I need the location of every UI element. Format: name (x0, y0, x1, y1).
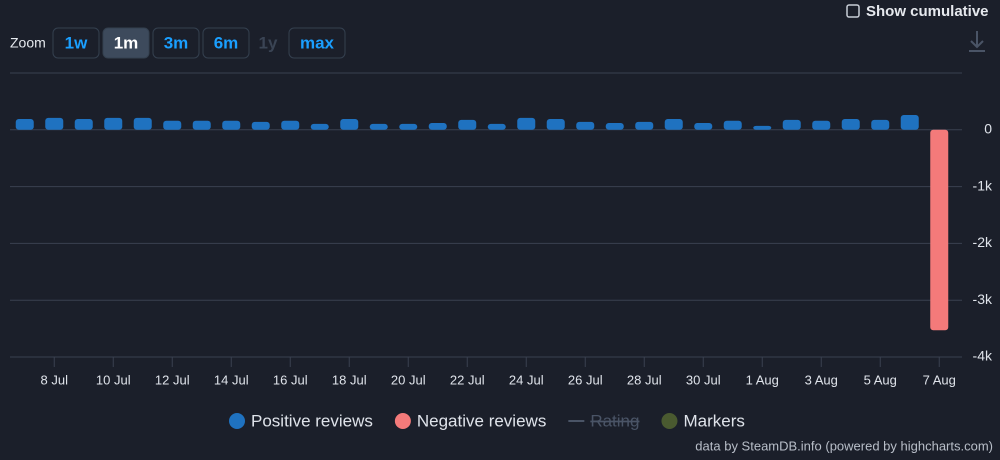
x-tick-label: 3 Aug (805, 372, 838, 387)
bar (369, 123, 388, 130)
x-tick-label: 22 Jul (450, 372, 485, 387)
bar (576, 121, 595, 130)
bar (428, 122, 447, 130)
bar (487, 123, 506, 130)
bar (841, 119, 860, 130)
x-tick-label: 26 Jul (568, 372, 603, 387)
y-tick-label: -4k (973, 348, 993, 364)
bar (812, 120, 831, 130)
cumulative-label[interactable]: Show cumulative (866, 3, 989, 20)
x-tick-label: 1 Aug (746, 372, 779, 387)
bar (45, 117, 64, 130)
zoom-button-label[interactable]: 1w (65, 33, 88, 52)
legend-symbol (661, 413, 678, 429)
bar (635, 121, 654, 130)
zoom-button-label[interactable]: 3m (164, 33, 189, 52)
legend-symbol (229, 413, 245, 429)
bar (871, 119, 890, 130)
zoom-button-label: 1y (259, 33, 278, 52)
y-tick-label: 0 (984, 121, 992, 137)
bar (782, 119, 801, 130)
zoom-button-label[interactable]: 1m (114, 33, 139, 52)
bar (694, 122, 713, 130)
bar (281, 120, 300, 130)
checkbox[interactable] (846, 4, 860, 18)
legend-label[interactable]: Negative reviews (417, 411, 546, 430)
x-tick-label: 5 Aug (864, 372, 897, 387)
x-tick-label: 24 Jul (509, 372, 544, 387)
bar (753, 125, 772, 130)
legend-label[interactable]: Positive reviews (251, 411, 373, 430)
bar (605, 122, 624, 130)
x-tick-label: 7 Aug (923, 372, 956, 387)
bar (458, 119, 477, 130)
zoom-button-label[interactable]: max (300, 33, 335, 52)
bar (900, 115, 919, 130)
download-icon[interactable] (969, 31, 985, 52)
credits[interactable]: data by SteamDB.info (powered by highcha… (695, 438, 993, 453)
bar (15, 119, 34, 130)
x-tick-label: 28 Jul (627, 372, 662, 387)
legend-label[interactable]: Markers (683, 411, 744, 430)
bar (133, 117, 152, 130)
y-tick-label: -3k (973, 291, 993, 307)
zoom-button-label[interactable]: 6m (214, 33, 239, 52)
bar (192, 120, 211, 130)
bar (517, 117, 536, 130)
x-tick-label: 10 Jul (96, 372, 131, 387)
legend-symbol (394, 413, 411, 429)
bar (546, 119, 565, 130)
bar (222, 120, 241, 130)
zoom-button[interactable] (152, 27, 200, 59)
x-tick-label: 30 Jul (686, 372, 721, 387)
bar (664, 119, 683, 130)
zoom-button[interactable] (288, 27, 346, 59)
x-tick-label: 18 Jul (332, 372, 367, 387)
y-tick-label: -2k (973, 234, 993, 250)
x-tick-label: 12 Jul (155, 372, 190, 387)
zoom-button[interactable] (202, 27, 250, 59)
zoom-label: Zoom (10, 35, 46, 51)
x-tick-label: 16 Jul (273, 372, 308, 387)
zoom-button[interactable] (52, 27, 100, 59)
bar (104, 117, 123, 130)
x-tick-label: 20 Jul (391, 372, 426, 387)
bar (310, 123, 329, 130)
bar (930, 129, 949, 331)
bar (251, 121, 270, 130)
bar (723, 120, 742, 130)
bar (340, 119, 359, 130)
x-tick-label: 14 Jul (214, 372, 249, 387)
y-tick-label: -1k (973, 177, 993, 193)
bar (163, 120, 182, 130)
bar (74, 119, 93, 130)
zoom-button[interactable] (102, 27, 150, 59)
bar (399, 123, 418, 130)
legend-label[interactable]: Rating (590, 411, 639, 430)
x-tick-label: 8 Jul (41, 372, 69, 387)
